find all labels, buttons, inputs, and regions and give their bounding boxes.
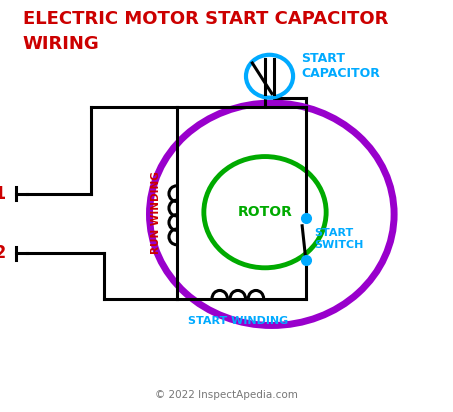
Text: © 2022 InspectApedia.com: © 2022 InspectApedia.com	[155, 390, 298, 400]
Text: START WINDING: START WINDING	[188, 316, 288, 326]
Text: WIRING: WIRING	[23, 35, 99, 53]
Text: L1: L1	[0, 185, 6, 203]
Text: RUN WINDING: RUN WINDING	[151, 171, 161, 253]
Text: ROTOR: ROTOR	[237, 205, 293, 219]
Text: L2: L2	[0, 244, 7, 262]
Text: ELECTRIC MOTOR START CAPACITOR: ELECTRIC MOTOR START CAPACITOR	[23, 10, 388, 28]
Text: START
CAPACITOR: START CAPACITOR	[301, 52, 380, 80]
Text: START
SWITCH: START SWITCH	[314, 228, 363, 250]
